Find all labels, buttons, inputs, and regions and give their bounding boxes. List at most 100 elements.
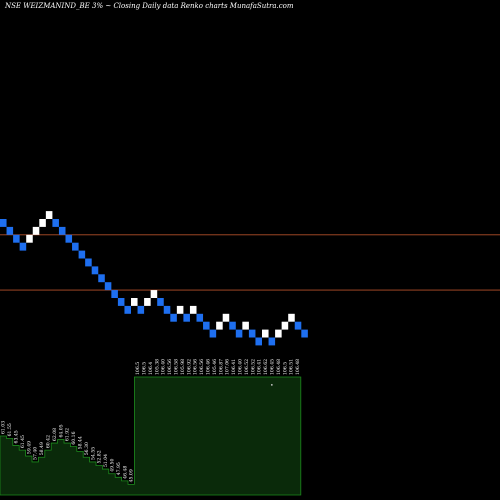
volume-label: 106.56 [193,359,199,375]
renko-brick-up [216,321,223,330]
volume-label: 106.48 [295,359,301,375]
renko-brick-up [275,329,282,338]
renko-brick-down [255,337,262,346]
volume-label: 105.38 [154,359,160,375]
renko-brick-down [117,298,125,306]
renko-brick-down [85,258,92,267]
renko-brick-up [176,305,184,314]
renko-brick-down [13,234,20,243]
renko-brick-down [6,226,14,235]
renko-brick-down [104,282,112,291]
volume-label: 58.44 [78,436,84,449]
volume-label: 106.92 [186,359,192,375]
renko-brick-down [58,226,66,235]
volume-label: 106.5 [142,362,148,375]
volume-label: 57.40 [33,447,39,460]
volume-label: 64.05 [58,424,64,437]
volume-label: 106.58 [174,359,180,375]
renko-brick-down [65,234,73,243]
renko-brick-down [137,305,145,314]
renko-brick-down [209,329,217,338]
renko-brick-down [157,298,164,306]
renko-brick-up [222,313,230,322]
volume-label: 61.92 [65,428,71,441]
renko-brick-up [262,329,269,338]
renko-brick-down [91,266,99,275]
renko-brick-up [242,321,249,330]
renko-brick-down [78,250,86,259]
volume-label: 106.87 [218,359,224,375]
volume-label: 61.55 [7,423,13,436]
volume-label: 106.40 [161,359,167,375]
volume-label: 106.51 [289,359,295,375]
renko-brick-down [183,313,190,322]
renko-brick-down [111,290,118,298]
renko-brick-down [163,305,171,314]
renko-brick-up [131,298,138,306]
volume-label: 106.4 [148,362,154,375]
volume-label: 51.04 [103,454,109,467]
volume-label: 61.45 [20,435,26,448]
renko-brick-up [39,219,46,227]
marker-layer [270,384,273,386]
volume-label: 106.56 [167,359,173,375]
renko-brick-down [196,313,204,322]
volume-label: 45.09 [129,469,135,482]
volume-label: 106.48 [276,359,282,375]
renko-brick-down [229,321,236,330]
volume-label: 61.03 [1,421,7,434]
volume-label: 46.48 [122,466,128,479]
renko-brick-down [203,321,210,330]
volume-label: 58.49 [39,442,45,455]
volume-label: 106.52 [250,359,256,375]
reference-lines [0,234,500,291]
renko-brick-down [248,329,256,338]
volume-label: 106.62 [263,359,269,375]
volume-label: 47.95 [116,462,122,475]
renko-brick-down [52,219,59,227]
renko-brick-down [98,274,105,283]
volume-label: 105.98 [180,359,186,375]
renko-brick-down [72,242,79,251]
volume-label: 106.46 [206,359,212,375]
marker-dot [270,384,273,386]
volume-label: 107.06 [225,359,231,375]
renko-bricks [0,211,308,346]
renko-brick-up [32,226,40,235]
volume-label: 60.16 [71,431,77,444]
renko-brick-down [268,337,276,346]
volume-label: 106.41 [257,359,263,375]
volume-label: 60.42 [46,435,52,448]
renko-brick-up [281,321,289,330]
renko-brick-down [235,329,243,338]
volume-label: 62.08 [52,428,58,441]
renko-brick-up [45,211,53,219]
volume-label: 63.45 [14,430,20,443]
volume-label: 105.46 [212,359,218,375]
volume-label: 52.82 [97,450,103,463]
volume-label: 106.5 [282,362,288,375]
volume-label: 106.5 [135,362,141,375]
volume-label: 56.30 [84,442,90,455]
volume-label: 106.40 [238,359,244,375]
chart-title: NSE WEIZMANIND_BE 3% ~ Closing Daily dat… [4,2,294,10]
renko-brick-down [294,321,302,330]
renko-brick-down [19,242,27,251]
volume-label: 106.41 [231,359,237,375]
renko-brick-up [150,290,158,298]
volume-label: 106.52 [244,359,250,375]
renko-brick-up [144,298,151,306]
volume-label: 54.55 [90,447,96,460]
volume-label: 59.49 [26,441,32,454]
renko-brick-up [189,305,197,314]
volume-label: 106.56 [199,359,205,375]
volume-label: 106.45 [270,359,276,375]
renko-brick-down [0,219,7,227]
volume-label: 49.50 [110,459,116,472]
renko-brick-up [26,234,33,243]
renko-brick-down [301,329,308,338]
renko-brick-down [124,305,131,314]
volume-area [0,376,302,496]
